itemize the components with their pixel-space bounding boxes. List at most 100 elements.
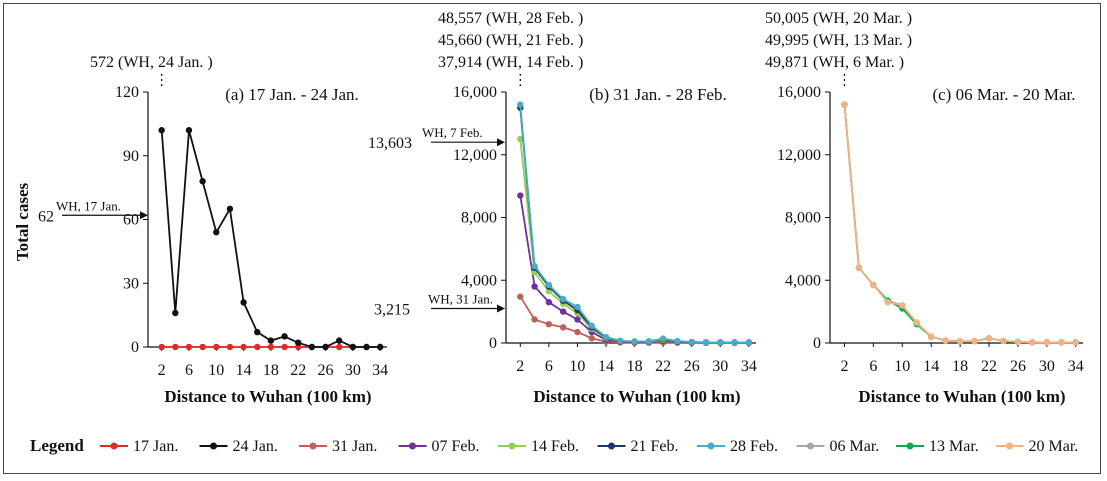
legend-entry-label: 07 Feb. (432, 438, 480, 455)
data-point (717, 339, 724, 346)
x-tick-label: 6 (545, 358, 553, 375)
x-tick-label: 2 (158, 362, 166, 379)
x-tick-label: 14 (923, 358, 939, 375)
y-tick-label: 30 (123, 275, 139, 292)
series-line-07feb (519, 195, 749, 344)
data-point (336, 337, 343, 344)
panel-title: (c) 06 Mar. - 20 Mar. (932, 85, 1075, 104)
data-point (322, 343, 329, 351)
legend-entry-label: 31 Jan. (332, 438, 377, 455)
data-point (281, 333, 288, 340)
annotation-arrow-head (140, 211, 148, 220)
x-tick-label: 18 (627, 358, 643, 375)
data-point (267, 337, 275, 344)
y-tick-label: 16,000 (777, 84, 821, 101)
y-tick-label: 12,000 (777, 147, 821, 164)
data-point (913, 319, 920, 326)
data-point (574, 303, 581, 311)
annotation-value-label: 62 (38, 208, 54, 225)
x-tick-label: 34 (372, 362, 388, 379)
top-annotation: 37,914 (WH, 14 Feb. ) (438, 54, 583, 71)
data-point (588, 335, 595, 342)
data-point (545, 281, 553, 289)
y-axis-title: Total cases (13, 183, 32, 262)
legend-swatch-marker (807, 442, 814, 450)
y-tick-label: 0 (489, 335, 497, 352)
top-annotation: 49,995 (WH, 13 Mar. ) (765, 32, 912, 49)
y-tick-label: 0 (813, 335, 821, 352)
series-line-20mar (843, 104, 1076, 344)
top-annotation: 45,660 (WH, 21 Feb. ) (438, 32, 583, 49)
legend-entry-label: 24 Jan. (233, 438, 278, 455)
data-point (985, 335, 993, 342)
x-tick-label: 30 (712, 358, 728, 375)
legend-entry-label: 06 Mar. (830, 438, 880, 455)
series-line-21feb (519, 107, 749, 344)
data-point (517, 135, 524, 143)
data-point (1014, 338, 1022, 346)
data-point (688, 338, 695, 346)
y-tick-label: 120 (115, 84, 139, 101)
data-point (1058, 339, 1065, 346)
data-point (1000, 337, 1007, 345)
data-point (349, 343, 357, 351)
data-point (574, 316, 581, 323)
data-point (559, 308, 567, 315)
data-point (517, 101, 524, 108)
top-annotation: 50,005 (WH, 20 Mar. ) (765, 10, 912, 27)
data-point (659, 335, 667, 342)
x-tick-label: 10 (894, 358, 910, 375)
annotation-arrow-label: WH, 31 Jan. (428, 291, 493, 306)
data-point (559, 295, 567, 303)
panel-title: (b) 31 Jan. - 28 Feb. (589, 85, 726, 104)
data-point (254, 343, 261, 351)
x-tick-label: 30 (345, 362, 361, 379)
legend-swatch-marker (608, 442, 615, 450)
legend-swatch-marker (409, 442, 416, 450)
legend-title: Legend (30, 436, 84, 455)
data-point (745, 339, 753, 346)
y-tick-label: 8,000 (461, 210, 497, 227)
data-point (199, 178, 206, 185)
data-point (645, 338, 653, 345)
x-tick-label: 34 (1068, 358, 1084, 375)
data-point (158, 343, 165, 351)
annotation-arrow-head (497, 138, 505, 147)
series-line-31jan (519, 296, 749, 344)
series-line-06mar (843, 104, 1076, 344)
data-point (172, 343, 179, 351)
y-tick-label: 90 (123, 148, 139, 165)
data-point (884, 299, 892, 306)
annotation-arrow-label: WH, 17 Jan. (56, 198, 121, 213)
data-point (295, 339, 302, 346)
annotation-value-label: 13,603 (368, 135, 412, 152)
legend-entry-label: 14 Feb. (531, 438, 579, 455)
data-point (517, 192, 524, 199)
x-tick-label: 14 (236, 362, 252, 379)
y-tick-label: 16,000 (453, 84, 497, 101)
data-point (213, 229, 220, 236)
legend-swatch-marker (1006, 442, 1013, 450)
data-point (517, 293, 524, 300)
x-tick-label: 22 (655, 358, 671, 375)
data-point (956, 338, 964, 345)
data-point (336, 343, 343, 351)
data-point (240, 343, 247, 351)
x-tick-label: 18 (952, 358, 968, 375)
x-tick-label: 6 (185, 362, 193, 379)
legend-swatch-marker (707, 442, 715, 450)
top-annotation: 572 (WH, 24 Jan. ) (90, 54, 213, 71)
series-line-13mar (843, 104, 1076, 344)
x-tick-label: 22 (981, 358, 997, 375)
data-point (185, 343, 193, 351)
annotation-arrow-label: WH, 7 Feb. (422, 125, 483, 140)
data-point (1043, 339, 1051, 346)
data-point (574, 328, 581, 336)
data-point (942, 337, 949, 344)
data-point (631, 338, 638, 345)
annotation-arrow-head (497, 304, 505, 313)
data-point (841, 101, 848, 108)
data-point (281, 343, 288, 351)
data-point (870, 281, 877, 289)
y-tick-label: 60 (123, 212, 139, 229)
